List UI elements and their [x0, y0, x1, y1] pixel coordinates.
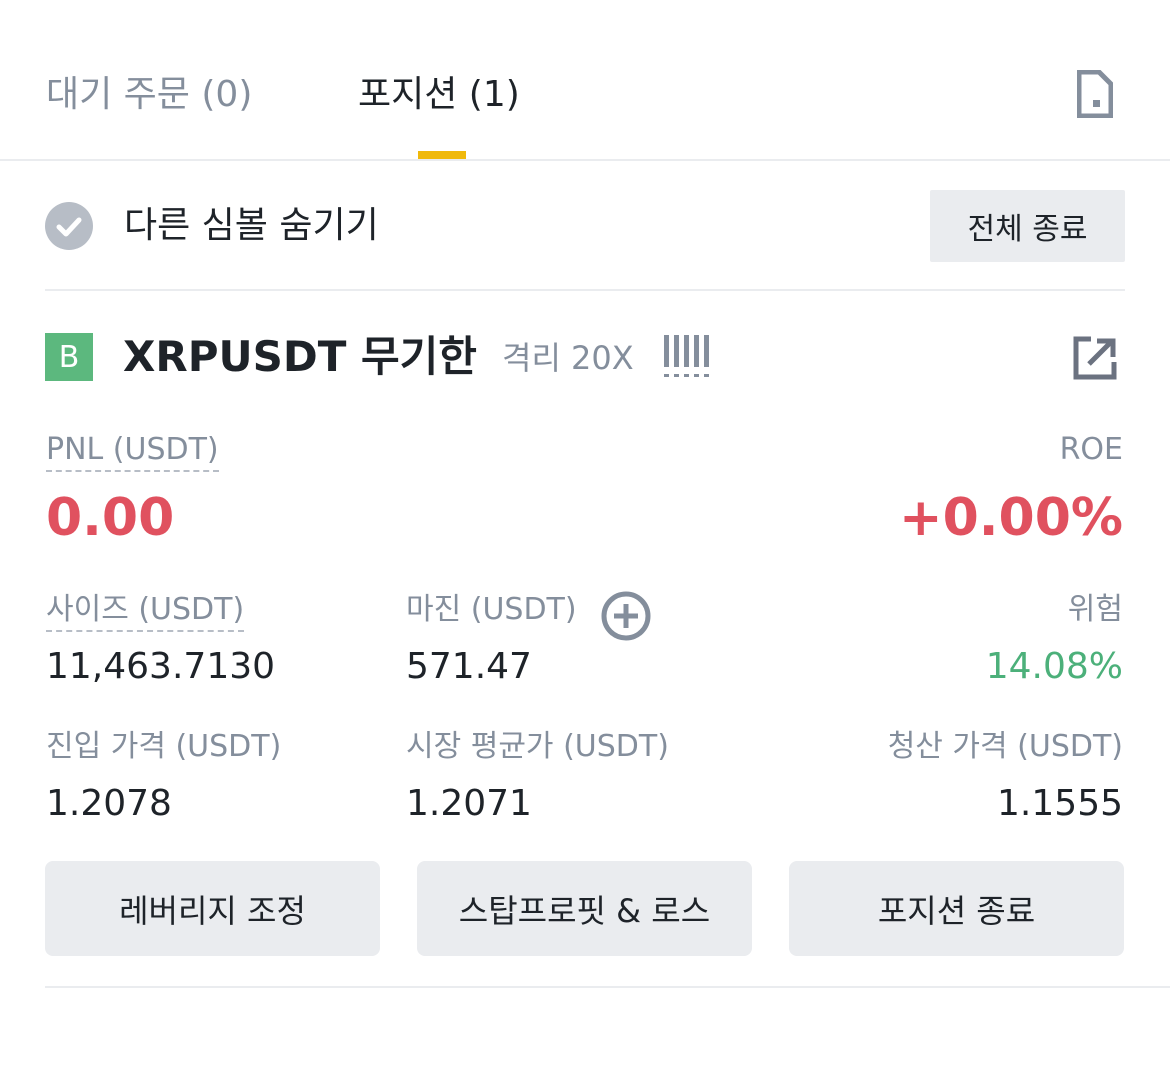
add-margin-icon[interactable]: [601, 591, 651, 645]
margin-label: 마진 (USDT): [406, 592, 577, 627]
active-tab-indicator: [418, 151, 466, 159]
pnl-label[interactable]: PNL (USDT): [46, 430, 219, 472]
share-icon[interactable]: [1073, 336, 1117, 384]
hide-symbols-label[interactable]: 다른 심볼 숨기기: [124, 205, 379, 246]
symbol-title[interactable]: XRPUSDT 무기한: [123, 332, 477, 381]
check-icon: [56, 217, 82, 237]
roe-value: +0.00%: [899, 488, 1123, 548]
margin-value: 571.47: [406, 646, 532, 687]
roe-label: ROE: [1059, 432, 1123, 467]
close-position-button[interactable]: 포지션 종료: [789, 861, 1124, 956]
buy-side-badge: B: [45, 333, 93, 381]
liquidation-price-label: 청산 가격 (USDT): [887, 729, 1123, 764]
document-icon[interactable]: [1076, 69, 1114, 119]
tab-open-orders[interactable]: 대기 주문 (0): [46, 74, 253, 115]
risk-label: 위험: [1067, 592, 1123, 627]
liquidation-price-value: 1.1555: [997, 783, 1123, 824]
size-label[interactable]: 사이즈 (USDT): [46, 590, 245, 632]
bottom-divider: [45, 986, 1170, 988]
tab-positions[interactable]: 포지션 (1): [358, 74, 520, 115]
margin-mode: 격리 20X: [502, 339, 634, 377]
risk-value: 14.08%: [985, 646, 1123, 687]
tabs-divider: [0, 159, 1170, 161]
section-divider: [45, 289, 1125, 291]
hide-symbols-checkbox[interactable]: [45, 202, 93, 250]
tp-sl-button[interactable]: 스탑프로핏 & 로스: [417, 861, 752, 956]
close-all-button[interactable]: 전체 종료: [930, 190, 1125, 262]
mark-price-value: 1.2071: [406, 783, 532, 824]
adjust-leverage-button[interactable]: 레버리지 조정: [45, 861, 380, 956]
pnl-value: 0.00: [46, 488, 175, 548]
mark-price-label: 시장 평균가 (USDT): [406, 729, 669, 764]
entry-price-value: 1.2078: [46, 783, 172, 824]
size-value: 11,463.7130: [46, 646, 276, 687]
leverage-bars-icon: [664, 335, 710, 383]
entry-price-label: 진입 가격 (USDT): [46, 729, 282, 764]
